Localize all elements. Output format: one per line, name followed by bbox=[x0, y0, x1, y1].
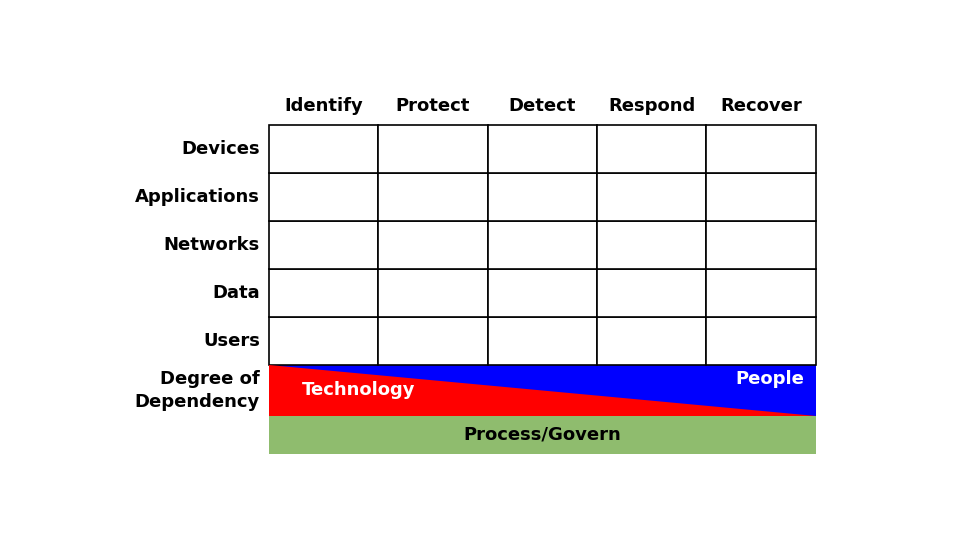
Bar bbox=[269, 416, 816, 454]
Bar bbox=[378, 125, 488, 173]
Bar bbox=[597, 125, 707, 173]
Bar bbox=[269, 365, 816, 416]
Bar bbox=[707, 125, 816, 173]
Bar bbox=[269, 221, 378, 269]
Bar bbox=[269, 125, 378, 173]
Text: Technology: Technology bbox=[302, 381, 416, 400]
Bar bbox=[707, 173, 816, 221]
Bar bbox=[378, 221, 488, 269]
Bar bbox=[378, 173, 488, 221]
Text: Respond: Respond bbox=[608, 97, 695, 116]
Bar bbox=[378, 269, 488, 317]
Text: Detect: Detect bbox=[509, 97, 576, 116]
Text: Recover: Recover bbox=[720, 97, 802, 116]
Text: Process/Govern: Process/Govern bbox=[464, 426, 621, 444]
Bar bbox=[488, 173, 597, 221]
Bar bbox=[269, 317, 378, 365]
Text: People: People bbox=[735, 370, 804, 388]
Bar bbox=[707, 317, 816, 365]
Bar bbox=[707, 269, 816, 317]
Bar bbox=[488, 269, 597, 317]
Text: Users: Users bbox=[203, 332, 260, 350]
Bar bbox=[597, 221, 707, 269]
Text: Identify: Identify bbox=[284, 97, 363, 116]
Text: Data: Data bbox=[212, 284, 260, 302]
Bar bbox=[597, 173, 707, 221]
Text: Applications: Applications bbox=[135, 188, 260, 206]
Text: Degree of
Dependency: Degree of Dependency bbox=[134, 369, 260, 411]
Bar bbox=[378, 317, 488, 365]
Bar bbox=[707, 221, 816, 269]
Bar bbox=[488, 317, 597, 365]
Bar bbox=[488, 221, 597, 269]
Bar bbox=[269, 173, 378, 221]
Bar bbox=[597, 269, 707, 317]
Bar bbox=[488, 125, 597, 173]
Bar bbox=[597, 317, 707, 365]
Bar bbox=[269, 269, 378, 317]
Text: Networks: Networks bbox=[163, 236, 260, 254]
Polygon shape bbox=[269, 365, 816, 416]
Text: Devices: Devices bbox=[181, 140, 260, 158]
Text: Protect: Protect bbox=[396, 97, 470, 116]
